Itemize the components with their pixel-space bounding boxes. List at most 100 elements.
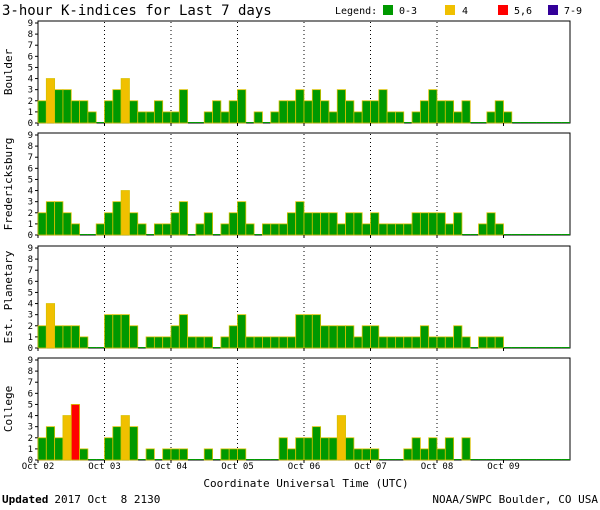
y-tick-label: 2 <box>28 97 33 107</box>
k-bar <box>403 448 413 461</box>
k-bar <box>536 122 546 123</box>
legend-item-5-6: 5,6 <box>514 6 532 17</box>
k-bar <box>96 459 105 460</box>
legend-item-4: 4 <box>462 6 468 17</box>
x-tick-label: Oct 07 <box>354 462 387 472</box>
k-bar <box>178 201 189 236</box>
k-bar <box>62 415 72 461</box>
k-bar <box>428 212 438 236</box>
k-bar <box>478 122 487 123</box>
k-bar <box>403 336 413 349</box>
k-bar <box>87 234 97 235</box>
k-bar <box>220 336 230 349</box>
k-bar <box>378 336 388 349</box>
k-bar <box>104 100 114 124</box>
k-bar <box>253 336 263 349</box>
k-bar <box>419 325 430 349</box>
k-bar <box>87 111 97 124</box>
k-bar <box>254 234 263 235</box>
k-bar <box>79 100 89 124</box>
x-tick-label: Oct 04 <box>155 462 188 472</box>
k-bar <box>528 347 537 348</box>
k-bar <box>328 111 338 124</box>
k-bar <box>237 201 247 236</box>
k-bar <box>278 223 288 236</box>
k-bar <box>295 437 305 461</box>
k-bar <box>378 223 388 236</box>
k-bar <box>428 437 438 461</box>
k-bar <box>503 459 512 460</box>
k-bar <box>262 223 272 236</box>
y-tick-label: 3 <box>28 86 33 96</box>
k-bar <box>436 448 446 461</box>
source-credit: NOAA/SWPC Boulder, CO USA <box>432 493 598 506</box>
k-bar <box>254 459 263 460</box>
panel-ylabel: Boulder <box>2 48 15 95</box>
y-tick-label: 4 <box>28 300 33 310</box>
k-bar <box>195 223 205 236</box>
k-bar <box>545 459 554 460</box>
k-bar <box>178 448 189 461</box>
k-bar <box>212 347 221 348</box>
k-bar <box>378 459 388 460</box>
k-bar <box>187 336 197 349</box>
k-bar <box>461 234 471 235</box>
k-bar <box>270 336 280 349</box>
k-bar <box>120 190 130 236</box>
k-bar <box>253 111 263 124</box>
k-bar <box>361 100 371 124</box>
k-bar <box>436 100 446 124</box>
k-bar <box>54 325 64 349</box>
k-bar <box>104 212 114 236</box>
legend-label: Legend: <box>335 6 377 17</box>
k-bar <box>478 459 487 460</box>
k-bar <box>470 347 479 348</box>
k-bar <box>54 89 64 124</box>
k-bar <box>145 448 155 461</box>
k-bar <box>328 212 338 236</box>
k-bar <box>386 223 396 236</box>
y-tick-label: 3 <box>28 198 33 208</box>
x-tick-labels: Oct 02 Oct 03 Oct 04 Oct 05 Oct 06 Oct 0… <box>22 462 520 472</box>
k-bar <box>411 437 421 461</box>
k-bar <box>328 325 338 349</box>
k-bar <box>403 122 413 123</box>
k-bar <box>370 100 380 124</box>
k-bar <box>395 459 404 460</box>
k-bar <box>453 212 463 236</box>
k-bar <box>245 459 255 460</box>
k-bar <box>153 336 164 349</box>
k-bar <box>145 336 155 349</box>
k-bar <box>303 100 313 124</box>
y-tick-label: 9 <box>28 356 33 366</box>
k-bar <box>387 459 396 460</box>
k-bar <box>129 100 139 124</box>
k-bar <box>170 212 180 236</box>
k-bar <box>511 459 521 460</box>
k-bar <box>545 122 554 123</box>
y-tick-label: 2 <box>28 322 33 332</box>
k-bar <box>228 212 238 236</box>
k-bar <box>187 234 196 235</box>
y-tick-label: 0 <box>28 456 33 466</box>
k-bar <box>79 448 89 461</box>
y-tick-label: 7 <box>28 378 33 388</box>
y-tick-label: 0 <box>28 119 33 129</box>
k-bar <box>494 223 504 236</box>
y-tick-label: 5 <box>28 400 33 410</box>
k-bar <box>303 314 313 349</box>
k-bar <box>203 111 213 124</box>
k-bar <box>353 448 363 461</box>
k-bar <box>436 336 446 349</box>
y-tick-label: 8 <box>28 30 33 40</box>
k-bar <box>561 234 570 235</box>
k-bar <box>345 212 355 236</box>
k-bar <box>486 459 496 460</box>
k-bar <box>195 459 205 460</box>
k-bar <box>511 122 521 123</box>
k-bar <box>478 336 488 349</box>
k-bar <box>311 426 322 461</box>
k-bar <box>320 100 330 124</box>
legend-swatch-5-6 <box>498 5 508 15</box>
k-bar <box>162 448 172 461</box>
